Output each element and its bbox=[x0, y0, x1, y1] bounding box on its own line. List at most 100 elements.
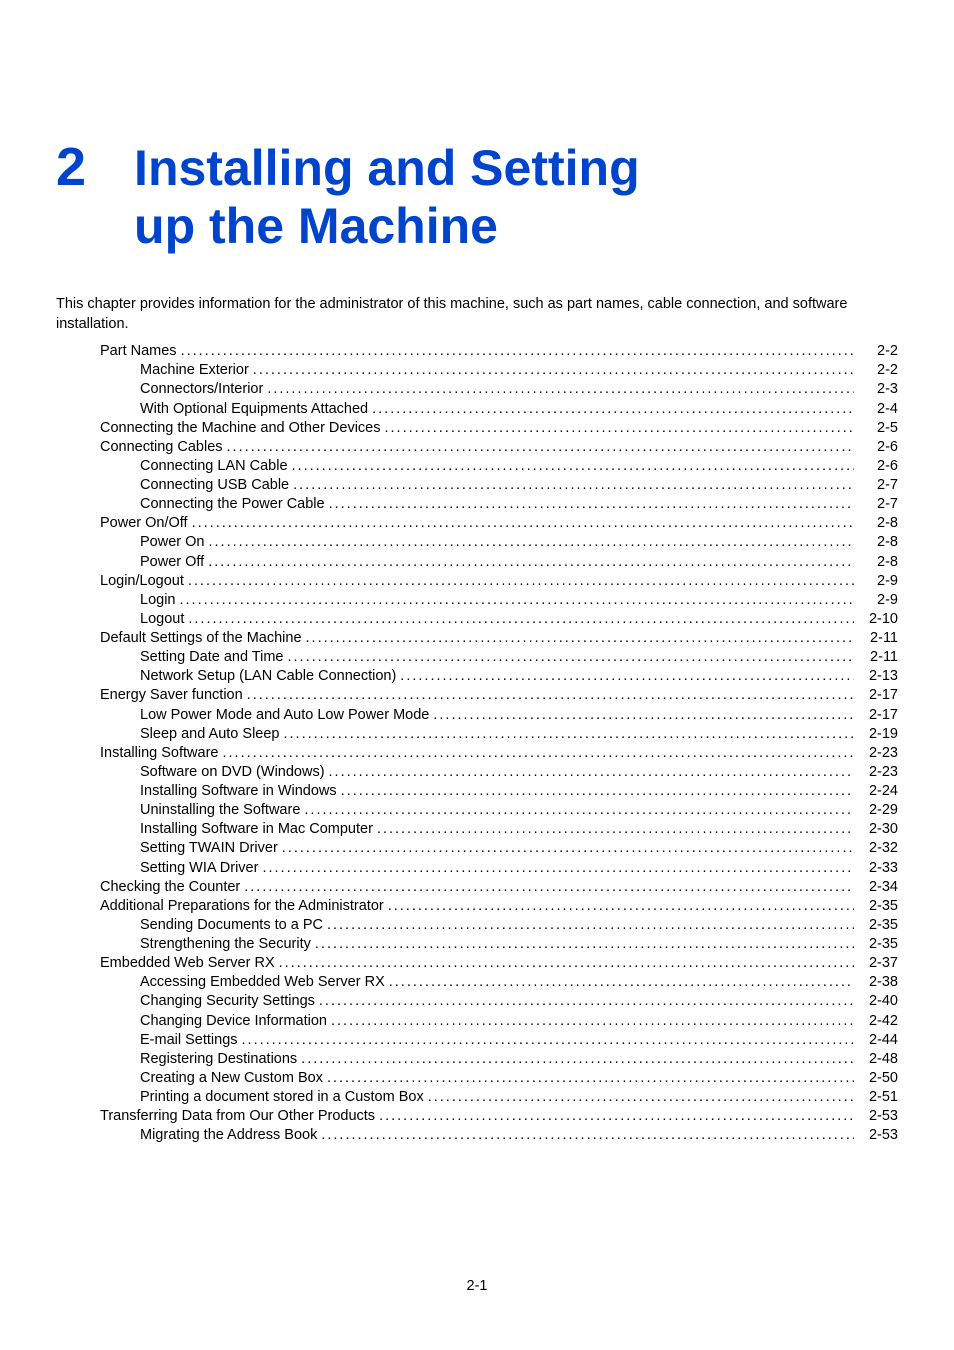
toc-entry[interactable]: Power Off2-8 bbox=[100, 553, 898, 572]
toc-entry[interactable]: Changing Security Settings2-40 bbox=[100, 992, 898, 1011]
toc-leader-dots bbox=[315, 935, 854, 954]
toc-entry[interactable]: Uninstalling the Software 2-29 bbox=[100, 801, 898, 820]
toc-leader-dots bbox=[188, 610, 854, 629]
chapter-header: 2 Installing and Setting up the Machine bbox=[56, 140, 898, 255]
toc-leader-dots bbox=[301, 1050, 854, 1069]
toc-entry[interactable]: Additional Preparations for the Administ… bbox=[100, 897, 898, 916]
chapter-title-line2: up the Machine bbox=[134, 198, 498, 254]
toc-entry[interactable]: E-mail Settings 2-44 bbox=[100, 1031, 898, 1050]
toc-entry[interactable]: Power On/Off2-8 bbox=[100, 514, 898, 533]
toc-entry[interactable]: Connectors/Interior2-3 bbox=[100, 380, 898, 399]
toc-leader-dots bbox=[247, 686, 854, 705]
toc-entry[interactable]: Sleep and Auto Sleep2-19 bbox=[100, 725, 898, 744]
toc-entry[interactable]: Checking the Counter2-34 bbox=[100, 878, 898, 897]
toc-entry-page: 2-2 bbox=[858, 361, 898, 380]
toc-entry[interactable]: Energy Saver function2-17 bbox=[100, 686, 898, 705]
toc-entry[interactable]: Connecting USB Cable2-7 bbox=[100, 476, 898, 495]
toc-entry-label: Strengthening the Security bbox=[140, 935, 311, 954]
toc-entry[interactable]: Installing Software in Windows2-24 bbox=[100, 782, 898, 801]
toc-entry-page: 2-42 bbox=[858, 1012, 898, 1031]
toc-entry[interactable]: Network Setup (LAN Cable Connection)2-13 bbox=[100, 667, 898, 686]
toc-entry-label: Connecting the Machine and Other Devices bbox=[100, 419, 381, 438]
toc-entry[interactable]: Low Power Mode and Auto Low Power Mode 2-… bbox=[100, 706, 898, 725]
toc-entry-label: Embedded Web Server RX bbox=[100, 954, 275, 973]
toc-entry-page: 2-17 bbox=[858, 706, 898, 725]
toc-entry-page: 2-23 bbox=[858, 744, 898, 763]
toc-entry[interactable]: Transferring Data from Our Other Product… bbox=[100, 1107, 898, 1126]
toc-entry[interactable]: Sending Documents to a PC2-35 bbox=[100, 916, 898, 935]
toc-entry[interactable]: Setting TWAIN Driver2-32 bbox=[100, 839, 898, 858]
toc-entry[interactable]: Login/Logout2-9 bbox=[100, 572, 898, 591]
toc-leader-dots bbox=[208, 553, 854, 572]
toc-entry-page: 2-38 bbox=[858, 973, 898, 992]
toc-entry[interactable]: Creating a New Custom Box2-50 bbox=[100, 1069, 898, 1088]
toc-entry-label: Sending Documents to a PC bbox=[140, 916, 323, 935]
toc-leader-dots bbox=[287, 648, 854, 667]
toc-entry[interactable]: Connecting LAN Cable2-6 bbox=[100, 457, 898, 476]
toc-entry-label: Sleep and Auto Sleep bbox=[140, 725, 279, 744]
toc-entry[interactable]: Power On2-8 bbox=[100, 533, 898, 552]
toc-entry[interactable]: Connecting Cables2-6 bbox=[100, 438, 898, 457]
toc-entry-page: 2-11 bbox=[858, 629, 898, 648]
toc-entry-page: 2-30 bbox=[858, 820, 898, 839]
toc-entry[interactable]: Default Settings of the Machine2-11 bbox=[100, 629, 898, 648]
toc-entry-page: 2-29 bbox=[858, 801, 898, 820]
toc-entry-label: Transferring Data from Our Other Product… bbox=[100, 1107, 375, 1126]
toc-entry-page: 2-3 bbox=[858, 380, 898, 399]
toc-entry-label: Low Power Mode and Auto Low Power Mode bbox=[140, 706, 429, 725]
toc-leader-dots bbox=[279, 954, 854, 973]
toc-entry[interactable]: Changing Device Information 2-42 bbox=[100, 1012, 898, 1031]
toc-leader-dots bbox=[179, 591, 854, 610]
toc-leader-dots bbox=[321, 1126, 854, 1145]
toc-entry[interactable]: Migrating the Address Book2-53 bbox=[100, 1126, 898, 1145]
toc-entry-label: Additional Preparations for the Administ… bbox=[100, 897, 384, 916]
toc-entry-label: Connecting USB Cable bbox=[140, 476, 289, 495]
toc-entry-label: Changing Device Information bbox=[140, 1012, 327, 1031]
toc-entry[interactable]: Connecting the Machine and Other Devices… bbox=[100, 419, 898, 438]
toc-entry[interactable]: With Optional Equipments Attached2-4 bbox=[100, 400, 898, 419]
toc-entry-label: Uninstalling the Software bbox=[140, 801, 300, 820]
toc-entry[interactable]: Login2-9 bbox=[100, 591, 898, 610]
toc-entry-label: Connecting the Power Cable bbox=[140, 495, 325, 514]
toc-entry[interactable]: Machine Exterior2-2 bbox=[100, 361, 898, 380]
toc-entry-label: Installing Software bbox=[100, 744, 218, 763]
toc-entry-page: 2-8 bbox=[858, 514, 898, 533]
toc-entry-label: Connecting Cables bbox=[100, 438, 223, 457]
toc-entry[interactable]: Connecting the Power Cable2-7 bbox=[100, 495, 898, 514]
toc-entry-label: Network Setup (LAN Cable Connection) bbox=[140, 667, 396, 686]
toc-leader-dots bbox=[319, 992, 854, 1011]
toc-entry[interactable]: Software on DVD (Windows)2-23 bbox=[100, 763, 898, 782]
toc-entry[interactable]: Setting WIA Driver2-33 bbox=[100, 859, 898, 878]
toc-entry-label: Setting Date and Time bbox=[140, 648, 283, 667]
toc-entry[interactable]: Part Names2-2 bbox=[100, 342, 898, 361]
toc-entry-label: Login/Logout bbox=[100, 572, 184, 591]
toc-entry-page: 2-37 bbox=[858, 954, 898, 973]
toc-entry[interactable]: Registering Destinations2-48 bbox=[100, 1050, 898, 1069]
toc-entry-page: 2-8 bbox=[858, 533, 898, 552]
toc-entry-page: 2-5 bbox=[858, 419, 898, 438]
toc-entry[interactable]: Setting Date and Time2-11 bbox=[100, 648, 898, 667]
toc-entry-label: E-mail Settings bbox=[140, 1031, 238, 1050]
toc-entry[interactable]: Logout2-10 bbox=[100, 610, 898, 629]
toc-entry-label: Checking the Counter bbox=[100, 878, 240, 897]
toc-leader-dots bbox=[329, 763, 854, 782]
toc-entry[interactable]: Installing Software 2-23 bbox=[100, 744, 898, 763]
toc-leader-dots bbox=[304, 801, 854, 820]
chapter-number: 2 bbox=[56, 140, 86, 194]
toc-leader-dots bbox=[188, 572, 854, 591]
toc-leader-dots bbox=[208, 533, 854, 552]
toc-entry-page: 2-50 bbox=[858, 1069, 898, 1088]
toc-leader-dots bbox=[242, 1031, 854, 1050]
toc-leader-dots bbox=[389, 973, 854, 992]
toc-entry-page: 2-4 bbox=[858, 400, 898, 419]
toc-entry[interactable]: Installing Software in Mac Computer2-30 bbox=[100, 820, 898, 839]
toc-entry-page: 2-17 bbox=[858, 686, 898, 705]
toc-entry[interactable]: Strengthening the Security2-35 bbox=[100, 935, 898, 954]
toc-entry[interactable]: Embedded Web Server RX 2-37 bbox=[100, 954, 898, 973]
toc-entry[interactable]: Printing a document stored in a Custom B… bbox=[100, 1088, 898, 1107]
toc-entry-label: Changing Security Settings bbox=[140, 992, 315, 1011]
toc-entry-page: 2-35 bbox=[858, 897, 898, 916]
toc-entry[interactable]: Accessing Embedded Web Server RX2-38 bbox=[100, 973, 898, 992]
toc-entry-page: 2-44 bbox=[858, 1031, 898, 1050]
toc-entry-page: 2-6 bbox=[858, 457, 898, 476]
